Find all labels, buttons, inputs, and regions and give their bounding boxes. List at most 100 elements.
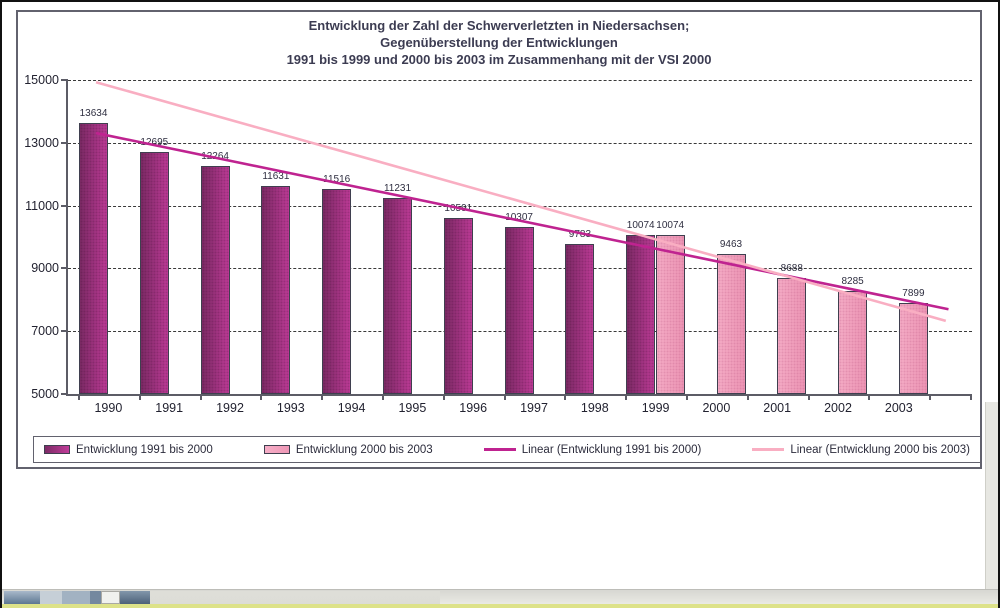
y-axis-tick — [61, 330, 68, 333]
x-axis-tick — [625, 394, 628, 400]
y-tick-label: 11000 — [25, 198, 59, 213]
bar — [322, 189, 352, 394]
trendline-layer — [95, 80, 949, 323]
x-axis-tick — [970, 394, 972, 400]
chart-title: Entwicklung der Zahl der Schwerverletzte… — [18, 17, 980, 68]
legend-label: Linear (Entwicklung 1991 bis 2000) — [521, 443, 702, 456]
trendline — [95, 80, 947, 323]
y-tick-label: 5000 — [31, 387, 59, 401]
y-tick-label: 13000 — [24, 135, 59, 150]
bar — [383, 198, 412, 394]
y-tick-label: 7000 — [31, 324, 59, 339]
y-axis-tick — [61, 267, 68, 270]
background-window-strip[interactable] — [2, 589, 998, 608]
bar-value-label: 10307 — [505, 212, 533, 224]
bar — [504, 227, 534, 394]
bar-value-label: 12695 — [140, 137, 169, 149]
x-tick-label: 1993 — [276, 401, 305, 415]
gridline — [68, 80, 972, 81]
window-fragment[interactable] — [120, 591, 150, 604]
y-tick-label: 9000 — [31, 261, 59, 276]
x-axis-tick — [746, 394, 749, 400]
bar-value-label: 8285 — [841, 275, 864, 287]
bar-value-label: 11631 — [262, 170, 290, 182]
bar-value-label: 11516 — [323, 174, 351, 186]
bar-value-label: 10074 — [656, 219, 685, 231]
window-fragment[interactable] — [40, 591, 62, 604]
x-axis-tick — [138, 394, 141, 400]
x-tick-label: 1994 — [337, 401, 366, 415]
x-tick-label: 2003 — [884, 401, 913, 415]
y-tick-label: 15000 — [24, 73, 59, 87]
chart-title-line-2: Gegenüberstellung der Entwicklungen — [380, 35, 618, 50]
x-axis-tick — [382, 394, 384, 400]
legend-entry: Linear (Entwicklung 1991 bis 2000) — [483, 443, 702, 456]
y-axis-tick — [61, 79, 68, 81]
window-fragment[interactable] — [4, 591, 40, 604]
x-axis-tick — [807, 394, 810, 400]
x-axis-tick — [503, 394, 506, 400]
x-tick-label: 1998 — [580, 401, 609, 415]
bar — [898, 302, 928, 394]
window-accent-line — [2, 604, 998, 608]
x-tick-label: 2000 — [702, 401, 731, 415]
bar-value-label: 7899 — [902, 287, 925, 299]
legend-box-swatch — [44, 445, 70, 454]
bar — [655, 234, 685, 394]
legend-label: Entwicklung 2000 bis 2003 — [295, 443, 433, 456]
window-fragment[interactable] — [90, 591, 101, 604]
legend-entry: Entwicklung 2000 bis 2003 — [263, 443, 433, 456]
x-tick-label: 1991 — [155, 401, 184, 415]
window-fragment[interactable] — [62, 591, 90, 604]
bar — [79, 122, 108, 394]
bar-value-label: 11231 — [383, 183, 412, 195]
x-axis-tick — [442, 394, 445, 400]
x-tick-label: 1997 — [520, 401, 548, 415]
x-tick-label: 1999 — [641, 401, 670, 415]
x-axis-tick — [260, 394, 263, 400]
x-tick-label: 1992 — [216, 401, 244, 415]
y-axis-tick — [61, 204, 68, 207]
legend-line-swatch — [752, 448, 785, 451]
bar-value-label: 8688 — [780, 263, 803, 275]
bar-value-label: 10074 — [626, 219, 655, 231]
x-tick-label: 1990 — [94, 401, 123, 415]
chart-title-line-1: Entwicklung der Zahl der Schwerverletzte… — [308, 18, 690, 33]
bar — [838, 290, 868, 394]
bar — [139, 152, 169, 394]
x-axis-tick — [564, 394, 567, 400]
trendline — [95, 131, 949, 311]
bar-value-label: 13634 — [79, 107, 108, 119]
window-fragment[interactable] — [101, 591, 120, 604]
x-axis-tick — [686, 394, 688, 400]
bar — [716, 253, 746, 394]
plot-area: 15000 13000 11000 9000 7000 5000 1990 1991 1992 1… — [24, 73, 972, 415]
x-axis-tick — [78, 394, 80, 400]
x-tick-label: 1996 — [459, 401, 488, 415]
legend-box-swatch — [263, 445, 290, 454]
gridline — [68, 142, 972, 144]
legend-label: Linear (Entwicklung 2000 bis 2003) — [790, 443, 970, 456]
bar-value-label: 9463 — [719, 238, 743, 250]
window-fragment — [150, 591, 440, 604]
x-axis-tick — [199, 394, 202, 400]
x-axis-tick — [868, 394, 871, 400]
bar — [777, 278, 807, 394]
legend-label: Entwicklung 1991 bis 2000 — [76, 443, 213, 456]
x-tick-label: 1995 — [398, 401, 427, 415]
bar — [443, 218, 473, 394]
x-tick-label: 2001 — [763, 401, 792, 415]
page-edge-shadow — [985, 402, 998, 592]
x-tick-label: 2002 — [824, 401, 852, 415]
x-axis-tick — [321, 394, 324, 400]
x-axis-tick — [929, 394, 932, 400]
bar — [261, 185, 291, 394]
y-axis-tick — [61, 141, 68, 144]
chart-title-line-3: 1991 bis 1999 und 2000 bis 2003 im Zusam… — [286, 52, 712, 67]
gridline — [68, 205, 972, 207]
legend-line-swatch — [483, 448, 516, 451]
y-axis-tick — [61, 393, 68, 395]
bar — [565, 243, 595, 394]
legend-entry: Linear (Entwicklung 2000 bis 2003) — [752, 444, 970, 456]
chart-object[interactable]: Entwicklung der Zahl der Schwerverletzte… — [16, 10, 982, 469]
